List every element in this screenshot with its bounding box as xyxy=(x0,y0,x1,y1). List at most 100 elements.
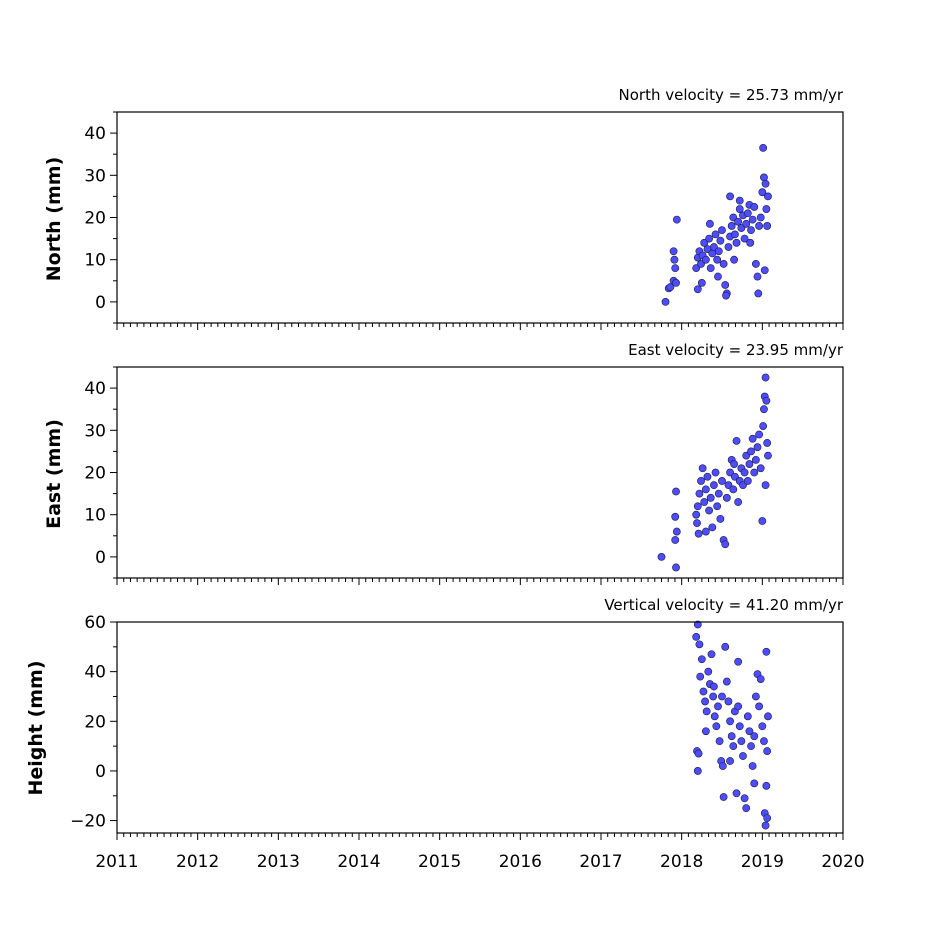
east-data-point xyxy=(711,468,720,477)
height-data-point xyxy=(742,804,751,813)
east-data-point xyxy=(657,553,666,561)
height-panel: Vertical velocity = 41.20 mm/yr Height (… xyxy=(25,596,844,796)
east-data-point xyxy=(672,487,680,496)
north-data-point xyxy=(760,173,768,182)
north-y-tick-label: 10 xyxy=(84,251,106,271)
north-data-point xyxy=(661,297,670,306)
east-data-point xyxy=(763,439,772,447)
east-data-point xyxy=(734,498,743,506)
height-data-point xyxy=(729,742,738,751)
east-panel: East velocity = 23.95 mm/yr East (mm) xyxy=(43,341,844,529)
north-data-point xyxy=(753,272,762,281)
east-y-tick-label: 20 xyxy=(84,464,106,484)
north-data-point xyxy=(751,260,760,268)
north-y-tick-label: 30 xyxy=(84,166,106,186)
x-tick-label: 2016 xyxy=(499,852,542,872)
north-data-point xyxy=(748,215,757,224)
north-data-point xyxy=(693,285,702,294)
x-tick-label: 2020 xyxy=(821,852,864,872)
north-data-point xyxy=(671,264,680,273)
east-data-point xyxy=(758,517,767,525)
north-data-point xyxy=(672,215,681,224)
height-data-point xyxy=(726,757,734,765)
height-data-point xyxy=(701,727,710,736)
height-data-point xyxy=(707,650,716,659)
east-y-tick-label: 30 xyxy=(84,421,106,441)
north-data-point xyxy=(716,236,725,245)
height-data-point xyxy=(747,742,755,751)
height-data-point xyxy=(722,677,731,686)
north-data-point xyxy=(727,222,736,230)
height-data-point xyxy=(727,732,736,741)
east-data-point xyxy=(708,523,717,532)
north-data-point xyxy=(740,234,749,243)
east-data-point xyxy=(698,464,707,473)
north-data-point xyxy=(666,283,675,292)
height-data-point xyxy=(695,640,704,649)
height-data-point xyxy=(764,712,772,721)
height-plot: −20 0 20 40 60 2011 2012 2013 2014 2015 2016 2017 20… xyxy=(70,613,865,872)
height-axes-frame xyxy=(116,621,844,834)
north-data-point xyxy=(714,247,723,256)
north-data-point xyxy=(764,192,772,201)
north-data-point xyxy=(746,238,755,247)
east-data-point xyxy=(692,510,701,519)
east-data-point xyxy=(671,512,680,521)
east-data-point xyxy=(732,436,741,445)
north-data-point xyxy=(721,281,730,289)
east-data-point xyxy=(753,443,762,452)
east-data-point xyxy=(761,373,770,382)
height-data-point xyxy=(718,762,727,770)
east-data-point xyxy=(729,485,738,494)
height-data-point xyxy=(763,747,772,755)
east-data-point xyxy=(705,506,713,515)
north-data-point xyxy=(719,260,728,268)
north-y-tick-label: 40 xyxy=(84,124,106,144)
height-data-point xyxy=(762,647,771,656)
north-data-point xyxy=(747,226,755,235)
height-data-point xyxy=(726,717,734,726)
height-data-point xyxy=(740,794,749,803)
height-data-point xyxy=(715,737,724,746)
north-data-point xyxy=(758,188,767,197)
height-data-point xyxy=(724,697,733,706)
north-plot: 0 10 20 30 40 xyxy=(84,111,844,330)
x-tick-label: 2018 xyxy=(660,852,703,872)
north-data-point xyxy=(761,179,770,188)
east-data-point xyxy=(721,540,730,549)
height-data-point xyxy=(755,702,764,711)
height-data-point xyxy=(692,632,701,641)
north-panel: North velocity = 25.73 mm/yr North (mm) xyxy=(43,86,844,281)
north-data-point xyxy=(726,192,734,201)
north-data-point xyxy=(760,266,769,275)
east-data-point xyxy=(747,447,755,456)
height-data-point xyxy=(761,821,770,830)
height-data-point xyxy=(693,620,702,629)
east-data-point xyxy=(730,460,738,468)
east-data-point xyxy=(743,477,752,485)
north-data-point xyxy=(735,196,744,205)
north-panel-title: North velocity = 25.73 mm/yr xyxy=(619,86,844,104)
height-data-point xyxy=(694,749,703,758)
height-data-point xyxy=(739,752,747,760)
height-data-point xyxy=(699,687,708,696)
height-data-point xyxy=(709,692,718,701)
height-data-point xyxy=(702,707,711,716)
height-data-point xyxy=(693,767,702,775)
east-axes-frame xyxy=(116,366,844,579)
height-data-point xyxy=(751,692,760,701)
north-data-point xyxy=(756,213,765,222)
height-data-point xyxy=(743,712,752,721)
east-data-point xyxy=(756,464,765,473)
east-y-axis-label: East (mm) xyxy=(43,419,65,529)
east-data-point xyxy=(751,455,760,464)
height-data-point xyxy=(712,722,721,731)
height-data-point xyxy=(710,682,718,691)
north-data-point xyxy=(672,279,680,287)
north-y-tick-label: 0 xyxy=(95,293,106,313)
height-panel-title: Vertical velocity = 41.20 mm/yr xyxy=(604,596,844,614)
east-data-point xyxy=(764,451,772,460)
north-data-point xyxy=(713,255,722,264)
north-data-point xyxy=(705,234,713,243)
north-data-point xyxy=(730,255,738,264)
